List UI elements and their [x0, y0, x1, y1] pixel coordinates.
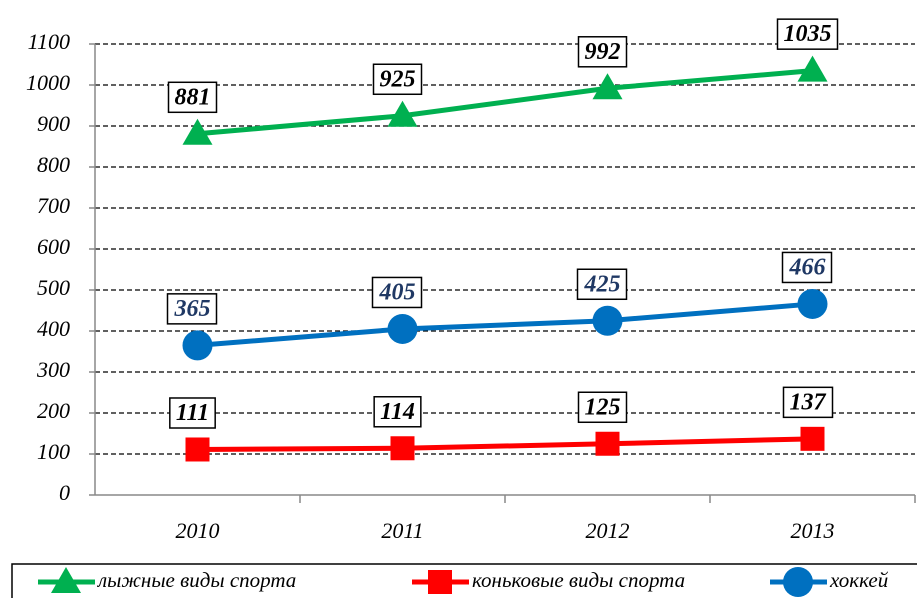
data-label: 881 [175, 84, 211, 110]
y-tick-label: 700 [37, 193, 70, 218]
data-point [592, 305, 623, 336]
y-tick-label: 1100 [28, 29, 70, 54]
series-line [197, 436, 813, 452]
legend-label: хоккей [829, 568, 889, 592]
y-tick-label: 1000 [26, 70, 70, 95]
series-line [197, 68, 813, 137]
data-point [387, 313, 418, 344]
y-tick-label: 600 [37, 234, 70, 259]
legend-marker [51, 567, 81, 593]
y-tick-label: 0 [59, 480, 70, 505]
data-label: 1035 [784, 21, 832, 47]
data-label: 466 [789, 254, 826, 280]
data-label: 365 [174, 296, 211, 322]
y-tick-label: 900 [37, 111, 70, 136]
data-point [185, 437, 210, 462]
data-label: 114 [380, 399, 415, 425]
y-tick-label: 800 [37, 152, 70, 177]
data-point [797, 288, 828, 319]
legend-marker [783, 567, 813, 597]
data-label-box [781, 251, 833, 284]
x-tick-label: 2011 [381, 518, 423, 543]
y-tick-label: 400 [37, 316, 70, 341]
x-tick-label: 2010 [176, 518, 220, 543]
data-label-box [371, 276, 423, 309]
data-label: 992 [585, 39, 621, 65]
data-label: 925 [380, 66, 416, 92]
y-tick-label: 300 [36, 357, 70, 382]
y-tick-label: 500 [37, 275, 70, 300]
data-point [797, 55, 828, 82]
data-label-box [577, 391, 628, 424]
data-point [595, 431, 620, 456]
x-tick-label: 2013 [791, 518, 835, 543]
series-line [197, 301, 813, 348]
data-label-box [372, 63, 423, 96]
data-point [800, 426, 825, 451]
legend-marker [428, 570, 452, 594]
data-label: 405 [379, 279, 416, 305]
y-tick-label: 200 [37, 398, 70, 423]
data-label: 125 [585, 394, 621, 420]
y-tick-label: 100 [37, 439, 70, 464]
data-label-box [577, 36, 628, 68]
data-label: 425 [584, 271, 621, 297]
data-label-box [169, 397, 216, 429]
data-point [390, 436, 415, 461]
data-label-box [167, 81, 218, 114]
data-label-box [782, 386, 834, 419]
legend-label: лыжные виды спорта [97, 568, 296, 592]
legend-label: коньковые виды спорта [472, 568, 685, 592]
data-label: 111 [176, 400, 209, 426]
data-point [182, 118, 213, 145]
data-point [182, 330, 213, 361]
data-point [592, 73, 623, 100]
x-tick-label: 2012 [586, 518, 630, 543]
data-label-box [373, 396, 422, 428]
data-label-box [776, 18, 839, 50]
data-label-box [166, 293, 218, 325]
data-label-box [576, 268, 628, 301]
data-point [387, 100, 418, 127]
data-label: 137 [790, 389, 827, 415]
